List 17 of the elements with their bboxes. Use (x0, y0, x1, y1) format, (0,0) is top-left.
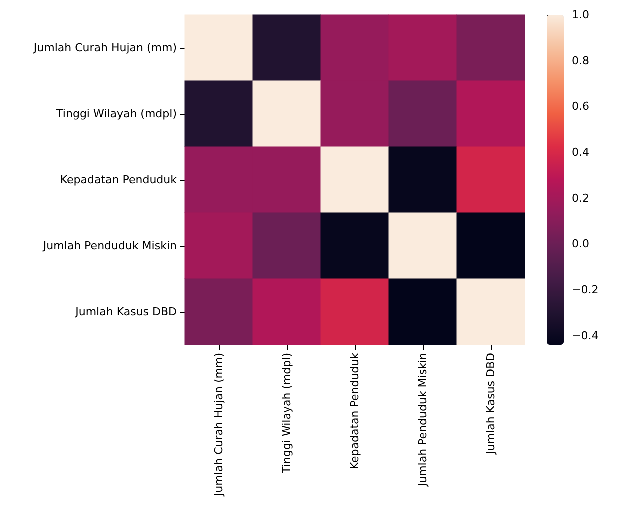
y-tick-label: Jumlah Penduduk Miskin (42, 240, 178, 252)
color-bar-label: −0.4 (572, 329, 599, 342)
x-tick-label: Jumlah Penduduk Miskin (416, 352, 430, 488)
x-tick-label: Jumlah Kasus DBD (484, 353, 498, 456)
y-tick-label: Jumlah Curah Hujan (mm) (32, 42, 177, 54)
color-bar-label: −0.2 (572, 284, 599, 296)
y-tick-label: Tinggi Wilayah (mdpl) (56, 108, 177, 120)
color-bar-label: 0.6 (572, 100, 590, 114)
color-bar-label: 1.0 (572, 8, 590, 22)
color-bar-label: 0.2 (572, 192, 590, 205)
x-tick-label: Tinggi Wilayah (mdpl) (280, 353, 294, 474)
y-tick-label: Jumlah Kasus DBD (74, 306, 177, 318)
x-tick-label: Kepadatan Penduduk (348, 352, 362, 470)
color-bar-label: 0.0 (572, 238, 590, 251)
color-bar-label: 0.4 (572, 146, 590, 159)
color-bar-label: 0.8 (572, 54, 590, 68)
y-tick-label: Kepadatan Penduduk (60, 174, 178, 186)
